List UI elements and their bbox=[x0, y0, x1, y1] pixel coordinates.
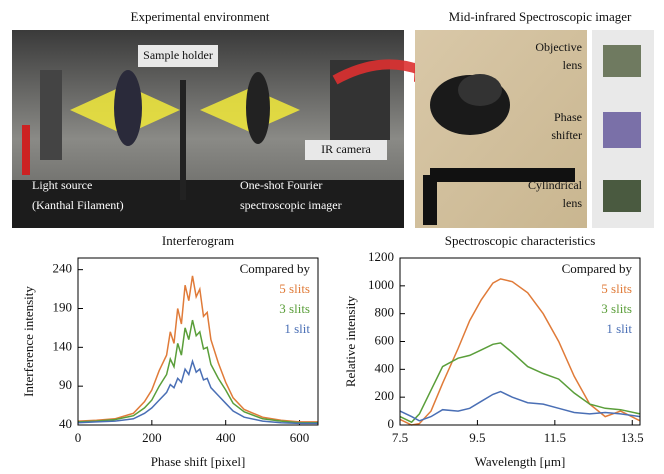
component-label: Cylindrical bbox=[528, 178, 583, 192]
legend-entry: 5 slits bbox=[601, 281, 632, 296]
component-label: shifter bbox=[551, 128, 582, 142]
y-axis-label: Interference intensity bbox=[21, 286, 36, 397]
y-tick-label: 200 bbox=[375, 388, 395, 403]
x-tick-label: 600 bbox=[290, 430, 310, 445]
y-tick-label: 240 bbox=[53, 261, 73, 276]
y-tick-label: 40 bbox=[59, 416, 72, 431]
x-axis-label: Phase shift [pixel] bbox=[151, 454, 246, 469]
y-tick-label: 140 bbox=[53, 338, 73, 353]
plot-frame bbox=[399, 257, 641, 426]
x-tick-label: 200 bbox=[142, 430, 162, 445]
component-photo bbox=[603, 112, 641, 148]
y-tick-label: 1200 bbox=[368, 249, 394, 264]
chart-title: Spectroscopic characteristics bbox=[445, 233, 596, 248]
lens bbox=[114, 70, 142, 146]
stage bbox=[40, 70, 62, 160]
component-label: Phase bbox=[554, 110, 582, 124]
x-tick-label: 11.5 bbox=[544, 430, 566, 445]
photo-label: (Kanthal Filament) bbox=[32, 198, 124, 212]
legend-title: Compared by bbox=[562, 261, 633, 276]
photo-label: One-shot Fourier bbox=[240, 178, 322, 192]
series-line bbox=[399, 390, 641, 422]
photo-title: Experimental environment bbox=[131, 9, 270, 24]
legend-entry: 1 slit bbox=[606, 321, 632, 336]
lens bbox=[246, 72, 270, 144]
x-tick-label: 13.5 bbox=[621, 430, 644, 445]
component-label: lens bbox=[563, 58, 583, 72]
series-line bbox=[77, 358, 318, 425]
imager-photo bbox=[415, 30, 587, 228]
series-line bbox=[399, 342, 641, 424]
photo-label: IR camera bbox=[321, 142, 371, 156]
photo-label: Light source bbox=[32, 178, 92, 192]
legend-title: Compared by bbox=[240, 261, 311, 276]
component-label: Objective bbox=[535, 40, 582, 54]
arrow bbox=[332, 59, 422, 85]
imager-lens bbox=[458, 74, 502, 106]
y-tick-label: 90 bbox=[59, 377, 72, 392]
x-tick-label: 0 bbox=[75, 430, 82, 445]
y-tick-label: 800 bbox=[375, 305, 395, 320]
label-box bbox=[305, 140, 387, 160]
plot-frame bbox=[77, 257, 319, 426]
y-tick-label: 0 bbox=[388, 416, 395, 431]
y-tick-label: 190 bbox=[53, 299, 73, 314]
holder bbox=[180, 80, 186, 200]
cable bbox=[22, 125, 30, 175]
x-tick-label: 9.5 bbox=[469, 430, 485, 445]
x-tick-label: 400 bbox=[216, 430, 236, 445]
x-tick-label: 7.5 bbox=[392, 430, 408, 445]
legend-entry: 3 slits bbox=[601, 301, 632, 316]
x-axis-label: Wavelength [μm] bbox=[475, 454, 566, 469]
y-tick-label: 1000 bbox=[368, 277, 394, 292]
series-line bbox=[77, 275, 318, 423]
y-axis-label: Relative intensity bbox=[343, 295, 358, 387]
y-tick-label: 600 bbox=[375, 332, 395, 347]
photo-label: Sample holder bbox=[143, 48, 213, 62]
label-box bbox=[138, 45, 218, 67]
ruler bbox=[423, 168, 575, 225]
table-surface bbox=[12, 180, 404, 228]
photo-title: Mid-infrared Spectroscopic imager bbox=[449, 9, 632, 24]
chart-title: Interferogram bbox=[162, 233, 234, 248]
legend-entry: 1 slit bbox=[284, 321, 310, 336]
series-line bbox=[77, 319, 318, 424]
component-label: lens bbox=[563, 196, 583, 210]
component-photo bbox=[603, 45, 641, 77]
legend-entry: 5 slits bbox=[279, 281, 310, 296]
y-tick-label: 400 bbox=[375, 360, 395, 375]
legend-entry: 3 slits bbox=[279, 301, 310, 316]
component-photo bbox=[603, 180, 641, 212]
photo-label: spectroscopic imager bbox=[240, 198, 342, 212]
